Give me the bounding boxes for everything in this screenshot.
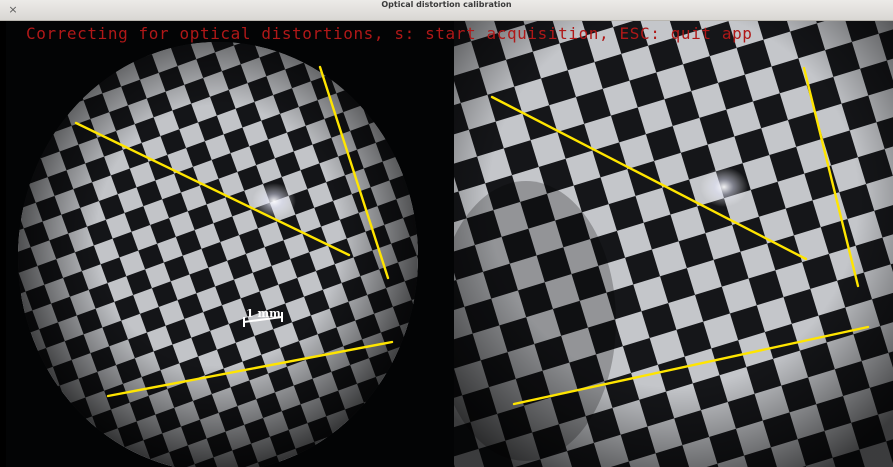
- left-guide-lines: [74, 65, 394, 398]
- scale-bar: 1 mm: [243, 307, 283, 327]
- left-distorted-view: [18, 42, 418, 467]
- close-icon: ×: [8, 3, 18, 16]
- right-corrected-view: [454, 21, 893, 467]
- status-overlay-text: Correcting for optical distortions, s: s…: [26, 24, 753, 43]
- window-titlebar: × Optical distortion calibration: [0, 0, 893, 21]
- right-guide-lines: [490, 66, 870, 406]
- camera-frames: 1 mm: [18, 21, 893, 467]
- camera-view: 1 mm Correcting for optical distortions,…: [6, 21, 893, 467]
- scale-bar-label: 1 mm: [246, 307, 281, 320]
- close-button[interactable]: ×: [6, 3, 20, 17]
- window-title: Optical distortion calibration: [381, 0, 512, 9]
